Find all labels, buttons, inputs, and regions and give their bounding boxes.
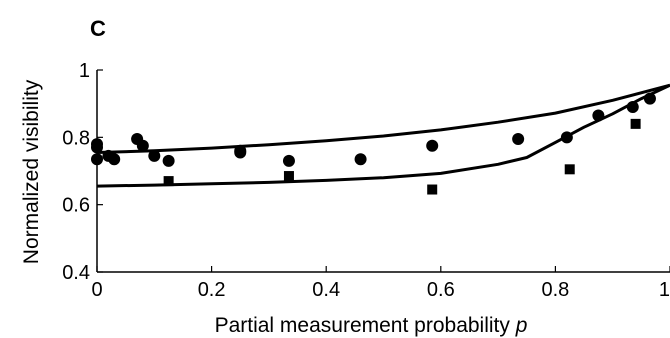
model-curves (96, 83, 670, 188)
circle-point (148, 149, 161, 162)
x-tick-label: 1 (659, 279, 670, 301)
x-tick-label: 0.4 (312, 279, 340, 301)
circle-point (108, 153, 121, 166)
square-point (163, 176, 174, 187)
square-point (630, 118, 641, 129)
square-point (564, 164, 575, 175)
y-tick-label: 1 (79, 60, 90, 82)
circle-point (282, 154, 295, 167)
circle-point (91, 138, 103, 151)
circle-point (592, 109, 605, 122)
circle-point (560, 131, 573, 144)
x-tick-label: 0.8 (541, 279, 569, 301)
y-axis-label: Normalized visibility (20, 79, 43, 264)
x-axis-variable: p (515, 314, 528, 337)
y-tick-label: 0.8 (62, 127, 90, 149)
x-tick-label: 0 (91, 279, 102, 301)
x-tick-label: 0.2 (198, 279, 226, 301)
model-curve-2 (96, 83, 670, 154)
panel-label: C (90, 16, 106, 41)
circle-point (354, 153, 367, 166)
y-tick-label: 0.6 (62, 195, 90, 217)
circle-point (162, 154, 175, 167)
square-point (283, 171, 294, 182)
circle-point (626, 101, 639, 114)
axes: 0 0.2 0.4 0.6 0.8 1 0.4 0.6 0.8 1 (62, 60, 670, 301)
data-markers (91, 92, 656, 195)
circle-point (234, 146, 247, 159)
circle-point (512, 133, 525, 146)
model-curve-3 (96, 83, 670, 188)
circle-point (136, 139, 149, 152)
circle-point (91, 153, 103, 166)
circle-point (643, 92, 656, 105)
square-point (427, 184, 438, 195)
x-axis-label: Partial measurement probability p (215, 314, 528, 337)
y-tick-label: 0.4 (62, 262, 90, 284)
circle-point (426, 139, 439, 152)
x-tick-label: 0.6 (427, 279, 455, 301)
